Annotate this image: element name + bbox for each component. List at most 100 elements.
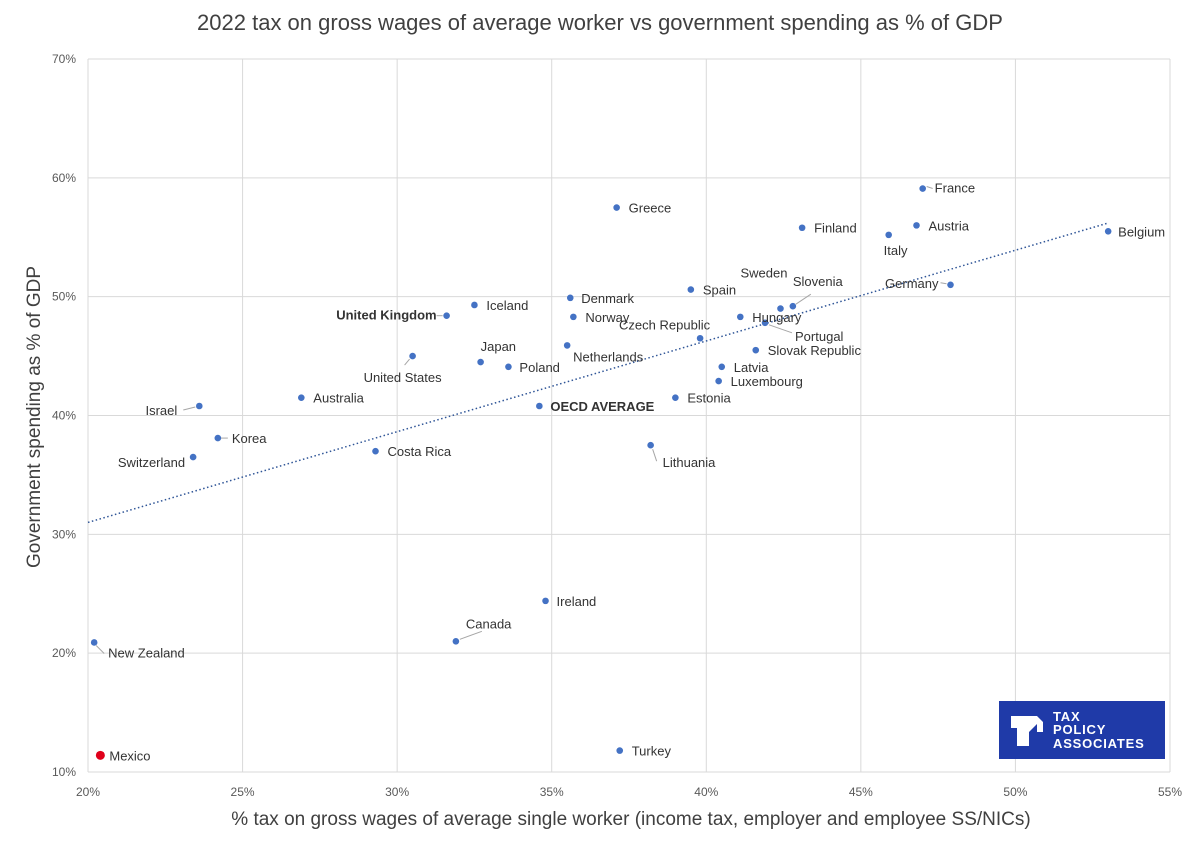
x-tick-label: 55% <box>1158 785 1182 799</box>
point-sweden <box>777 305 784 312</box>
point-lithuania <box>647 441 654 449</box>
label-slovenia: Slovenia <box>793 274 844 289</box>
label-czech-republic: Czech Republic <box>619 317 711 332</box>
point-israel <box>195 402 203 410</box>
point-portugal <box>761 319 769 327</box>
x-tick-label: 30% <box>385 785 409 799</box>
label-greece: Greece <box>629 201 672 216</box>
y-tick-label: 70% <box>52 52 76 66</box>
x-axis-label: % tax on gross wages of average single w… <box>231 809 1030 830</box>
label-iceland: Iceland <box>486 298 528 313</box>
y-tick-label: 60% <box>52 171 76 185</box>
logo-text: TAX POLICY ASSOCIATES <box>1053 710 1145 751</box>
point-denmark <box>566 294 574 302</box>
leader-canada <box>459 630 483 640</box>
axis-ticks: 10%20%30%40%50%60%70%20% 25% 30% 35% 40% 45% 5… <box>52 52 1182 799</box>
x-tick-label: 40% <box>694 785 718 799</box>
point-slovak-republic <box>752 346 760 354</box>
leader-slovenia <box>795 293 812 305</box>
point-austria <box>913 222 920 229</box>
label-germany: Germany <box>885 276 939 291</box>
point-netherlands <box>563 342 571 349</box>
label-italy: Italy <box>884 243 908 258</box>
point-switzerland <box>189 453 197 461</box>
point-united-states <box>409 352 416 360</box>
leader-germany <box>940 282 947 285</box>
x-tick-label: 25% <box>231 785 255 799</box>
label-estonia: Estonia <box>687 391 731 406</box>
label-united-states: United States <box>364 370 443 385</box>
point-australia <box>298 394 305 401</box>
point-iceland <box>471 301 478 309</box>
point-turkey <box>616 747 624 754</box>
leader-france <box>926 186 933 190</box>
label-australia: Australia <box>313 391 364 406</box>
label-oecd-average: OECD AVERAGE <box>550 399 654 414</box>
x-tick-label: 20% <box>76 785 100 799</box>
point-slovenia <box>789 302 797 310</box>
leader-united-states <box>404 358 410 366</box>
label-turkey: Turkey <box>632 744 672 759</box>
x-tick-label: 45% <box>849 785 873 799</box>
label-lithuania: Lithuania <box>663 455 717 470</box>
label-latvia: Latvia <box>734 360 769 375</box>
point-canada <box>452 637 460 645</box>
data-labels: France Greece Finland Austria Italy Belgium Ge… <box>108 181 1165 764</box>
label-korea: Korea <box>232 431 267 446</box>
point-luxembourg <box>715 377 722 385</box>
point-estonia <box>672 394 679 401</box>
point-japan <box>477 358 484 366</box>
logo-line: TAX <box>1053 708 1081 724</box>
point-finland <box>798 224 806 232</box>
point-norway <box>570 313 577 321</box>
label-ireland: Ireland <box>557 594 597 609</box>
logo-mark-icon <box>1011 716 1043 746</box>
leader-israel <box>183 406 196 411</box>
label-netherlands: Netherlands <box>573 349 644 364</box>
label-hungary: Hungary <box>752 310 802 325</box>
label-austria: Austria <box>929 218 970 233</box>
point-hungary <box>736 313 744 321</box>
gridlines <box>87 58 1171 773</box>
label-poland: Poland <box>519 360 559 375</box>
leader-new-zealand <box>95 645 105 654</box>
point-czech-republic <box>696 334 704 342</box>
point-mexico <box>95 750 105 760</box>
label-portugal: Portugal <box>795 329 844 344</box>
x-tick-label: 35% <box>540 785 564 799</box>
leader-portugal <box>768 324 793 334</box>
y-tick-label: 50% <box>52 290 76 304</box>
point-ireland <box>542 597 549 605</box>
logo-line: ASSOCIATES <box>1053 735 1145 751</box>
label-spain: Spain <box>703 283 736 298</box>
point-spain <box>687 286 695 293</box>
point-greece <box>613 204 620 211</box>
label-united-kingdom: United Kingdom <box>336 308 436 323</box>
y-tick-label: 20% <box>52 646 76 660</box>
point-belgium <box>1104 228 1112 235</box>
tax-policy-associates-logo: TAX POLICY ASSOCIATES <box>999 701 1165 759</box>
point-germany <box>947 281 954 289</box>
label-sweden: Sweden <box>740 266 787 281</box>
label-luxembourg: Luxembourg <box>731 374 803 389</box>
point-korea <box>214 434 222 442</box>
label-new-zealand: New Zealand <box>108 645 185 660</box>
trendline <box>87 222 1109 524</box>
point-united-kingdom <box>443 312 450 319</box>
point-costa-rica <box>372 447 379 455</box>
y-tick-label: 30% <box>52 527 76 541</box>
data-points <box>90 185 1112 760</box>
label-mexico: Mexico <box>109 748 150 763</box>
chart-title: 2022 tax on gross wages of average worke… <box>197 10 1003 35</box>
y-tick-label: 40% <box>52 409 76 423</box>
label-israel: Israel <box>145 403 177 418</box>
y-axis-label: Government spending as % of GDP <box>24 266 45 568</box>
label-leaders <box>95 186 947 654</box>
label-france: France <box>935 181 975 196</box>
point-italy <box>885 231 892 239</box>
logo-line: POLICY <box>1053 722 1107 738</box>
label-belgium: Belgium <box>1118 224 1165 239</box>
point-poland <box>505 363 512 371</box>
